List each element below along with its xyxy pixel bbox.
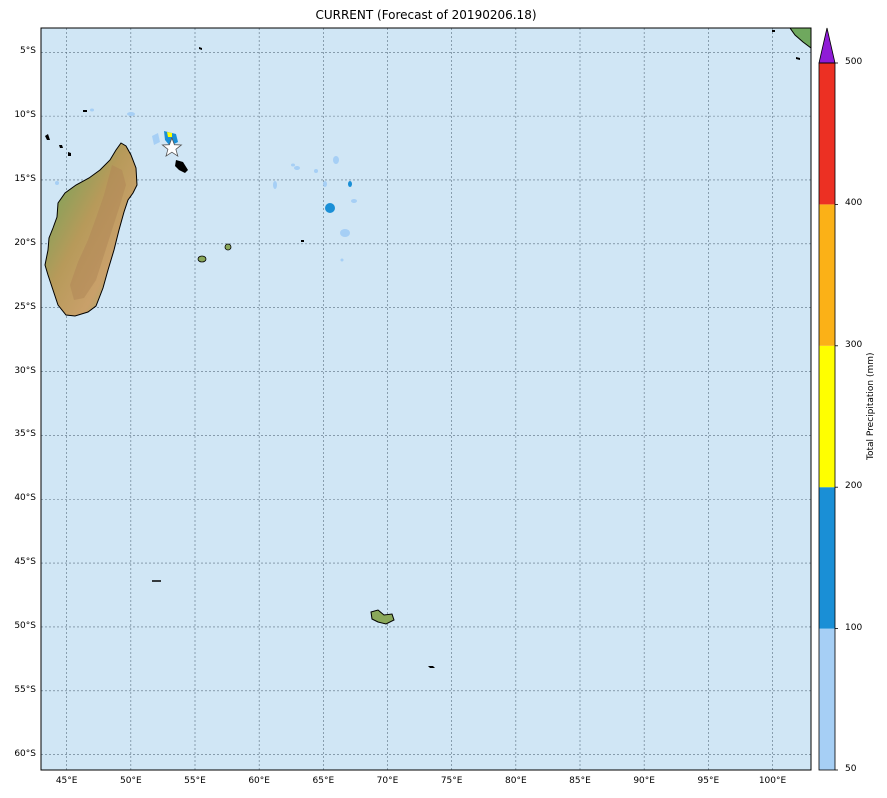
map-frame xyxy=(40,27,812,771)
latitude-label: 50°S xyxy=(14,620,36,631)
colorbar-segment xyxy=(819,63,835,205)
colorbar-tick-label: 300 xyxy=(845,339,863,350)
latitude-label: 60°S xyxy=(14,748,36,759)
colorbar-title: Total Precipitation (mm) xyxy=(866,352,876,460)
precip-moderate xyxy=(325,181,352,213)
longitude-label: 70°E xyxy=(376,776,399,786)
colorbar-tick-label: 50 xyxy=(845,764,857,774)
precip-patches xyxy=(55,108,357,262)
comoros-precip-core xyxy=(164,131,178,146)
latitude-label: 25°S xyxy=(14,301,36,312)
aldabra xyxy=(45,134,50,140)
reunion-island xyxy=(197,255,207,263)
colorbar-segment xyxy=(819,487,835,629)
longitude-label: 85°E xyxy=(569,776,591,786)
longitude-label: 80°E xyxy=(505,776,527,786)
madagascar-highlands xyxy=(70,165,126,300)
latitude-label: 20°S xyxy=(14,237,36,248)
longitude-label: 75°E xyxy=(440,776,463,786)
longitude-label: 60°E xyxy=(248,776,270,786)
colorbar-frame xyxy=(818,62,836,771)
storm-star-icon xyxy=(161,136,183,158)
island-north xyxy=(83,110,87,112)
colorbar-tick-label: 400 xyxy=(845,198,863,209)
longitude-label: 65°E xyxy=(312,776,335,786)
colorbar-segment xyxy=(819,345,835,488)
latitude-label: 15°S xyxy=(14,173,36,184)
colorbar-tick-label: 500 xyxy=(845,57,863,67)
sumatra-coast xyxy=(789,28,811,49)
island-west2 xyxy=(68,152,71,156)
mauritius-island xyxy=(224,243,232,251)
small-island-ne2 xyxy=(796,57,800,60)
latitude-label: 5°S xyxy=(20,46,36,57)
small-island-ne xyxy=(772,30,775,32)
latitude-label: 35°S xyxy=(14,429,36,440)
storm-position-marker xyxy=(161,136,183,158)
graticule xyxy=(41,28,811,770)
mayotte xyxy=(175,160,188,173)
latitude-label: 55°S xyxy=(14,684,36,695)
colorbar-tick-label: 200 xyxy=(845,481,863,492)
latitude-label: 45°S xyxy=(14,557,36,568)
latitude-label: 40°S xyxy=(14,493,36,504)
longitude-label: 45°E xyxy=(55,776,78,786)
rodrigues xyxy=(301,240,304,242)
latitude-label: 10°S xyxy=(14,110,36,121)
landmasses xyxy=(44,28,811,668)
colorbar xyxy=(818,27,838,771)
colorbar-overflow-arrow xyxy=(818,27,836,64)
latitude-label: 30°S xyxy=(14,365,36,376)
longitude-label: 90°E xyxy=(633,776,655,786)
longitude-label: 50°E xyxy=(120,776,142,786)
longitude-label: 55°E xyxy=(184,776,206,786)
island-west xyxy=(59,145,63,148)
colorbar-tick-label: 100 xyxy=(845,622,863,633)
comoros-yellow xyxy=(167,132,172,137)
seychelles xyxy=(199,47,202,50)
colorbar-segment xyxy=(819,628,835,770)
heard-island xyxy=(428,666,435,668)
longitude-label: 95°E xyxy=(697,776,720,786)
colorbar-segment xyxy=(819,204,835,346)
kerguelen-islands xyxy=(370,609,395,625)
longitude-label: 100°E xyxy=(758,776,787,786)
comoros-precip xyxy=(152,133,160,145)
map-title: CURRENT (Forecast of 20190206.18) xyxy=(315,8,537,22)
